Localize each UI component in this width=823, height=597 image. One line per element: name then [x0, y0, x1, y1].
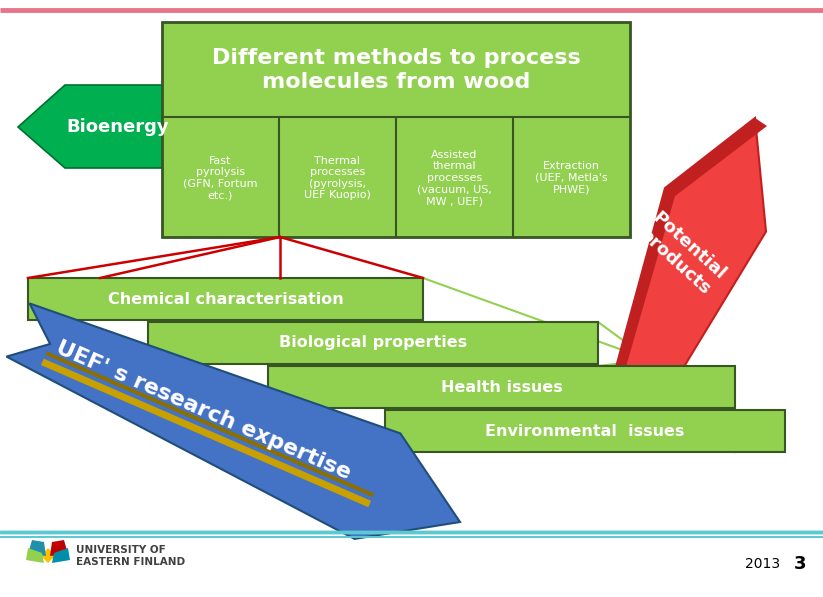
Text: 2013: 2013: [745, 557, 780, 571]
Polygon shape: [52, 548, 70, 563]
FancyBboxPatch shape: [28, 278, 423, 320]
Polygon shape: [26, 548, 44, 563]
Text: Health issues: Health issues: [440, 380, 562, 395]
FancyBboxPatch shape: [148, 322, 598, 364]
Polygon shape: [45, 351, 374, 497]
Text: Chemical characterisation: Chemical characterisation: [108, 291, 343, 306]
Text: 3: 3: [793, 555, 807, 573]
Text: Thermal
processes
(pyrolysis,
UEF Kuopio): Thermal processes (pyrolysis, UEF Kuopio…: [304, 156, 371, 201]
Polygon shape: [50, 540, 68, 556]
Polygon shape: [7, 303, 460, 539]
Text: Biological properties: Biological properties: [279, 336, 467, 350]
Text: Fast
pyrolysis
(GFN, Fortum
etc.): Fast pyrolysis (GFN, Fortum etc.): [184, 156, 258, 201]
FancyBboxPatch shape: [162, 22, 630, 237]
Polygon shape: [613, 350, 663, 390]
Text: Extraction
(UEF, Metla's
PHWE): Extraction (UEF, Metla's PHWE): [535, 161, 608, 195]
Polygon shape: [613, 118, 766, 401]
FancyBboxPatch shape: [385, 410, 785, 452]
Polygon shape: [28, 540, 46, 556]
Polygon shape: [41, 548, 55, 563]
Text: Bioenergy: Bioenergy: [67, 118, 170, 136]
Polygon shape: [613, 118, 767, 385]
Text: UEF' s research expertise: UEF' s research expertise: [53, 338, 354, 484]
Text: Different methods to process
molecules from wood: Different methods to process molecules f…: [212, 48, 580, 91]
Text: Assisted
thermal
processes
(vacuum, US,
MW , UEF): Assisted thermal processes (vacuum, US, …: [417, 150, 492, 206]
Text: Potential
products: Potential products: [635, 209, 728, 299]
Polygon shape: [41, 359, 371, 507]
Text: UNIVERSITY OF
EASTERN FINLAND: UNIVERSITY OF EASTERN FINLAND: [76, 545, 185, 567]
Text: Environmental  issues: Environmental issues: [486, 423, 685, 439]
Polygon shape: [18, 85, 230, 168]
FancyBboxPatch shape: [268, 366, 735, 408]
